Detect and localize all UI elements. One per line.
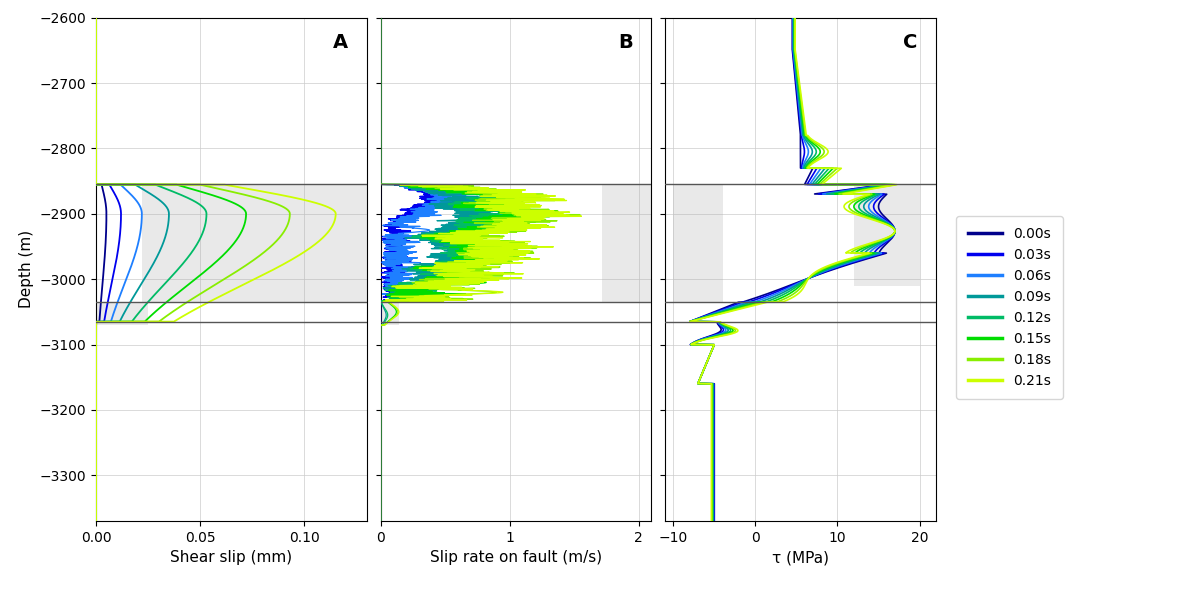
Bar (602, 184, 652, 302)
Bar (96, 302, 148, 325)
X-axis label: Slip rate on fault (m/s): Slip rate on fault (m/s) (430, 550, 602, 565)
Legend: 0.00s, 0.03s, 0.06s, 0.09s, 0.12s, 0.15s, 0.18s, 0.21s: 0.00s, 0.03s, 0.06s, 0.09s, 0.12s, 0.15s… (956, 216, 1062, 399)
Bar (854, 184, 919, 286)
X-axis label: Shear slip (mm): Shear slip (mm) (170, 550, 293, 565)
X-axis label: τ (MPa): τ (MPa) (772, 550, 829, 565)
Y-axis label: Depth (m): Depth (m) (19, 230, 34, 308)
Text: C: C (902, 33, 917, 52)
Text: B: B (618, 33, 632, 52)
Bar (142, 184, 367, 302)
Text: A: A (332, 33, 348, 52)
Bar (380, 302, 398, 325)
Bar (673, 184, 722, 302)
